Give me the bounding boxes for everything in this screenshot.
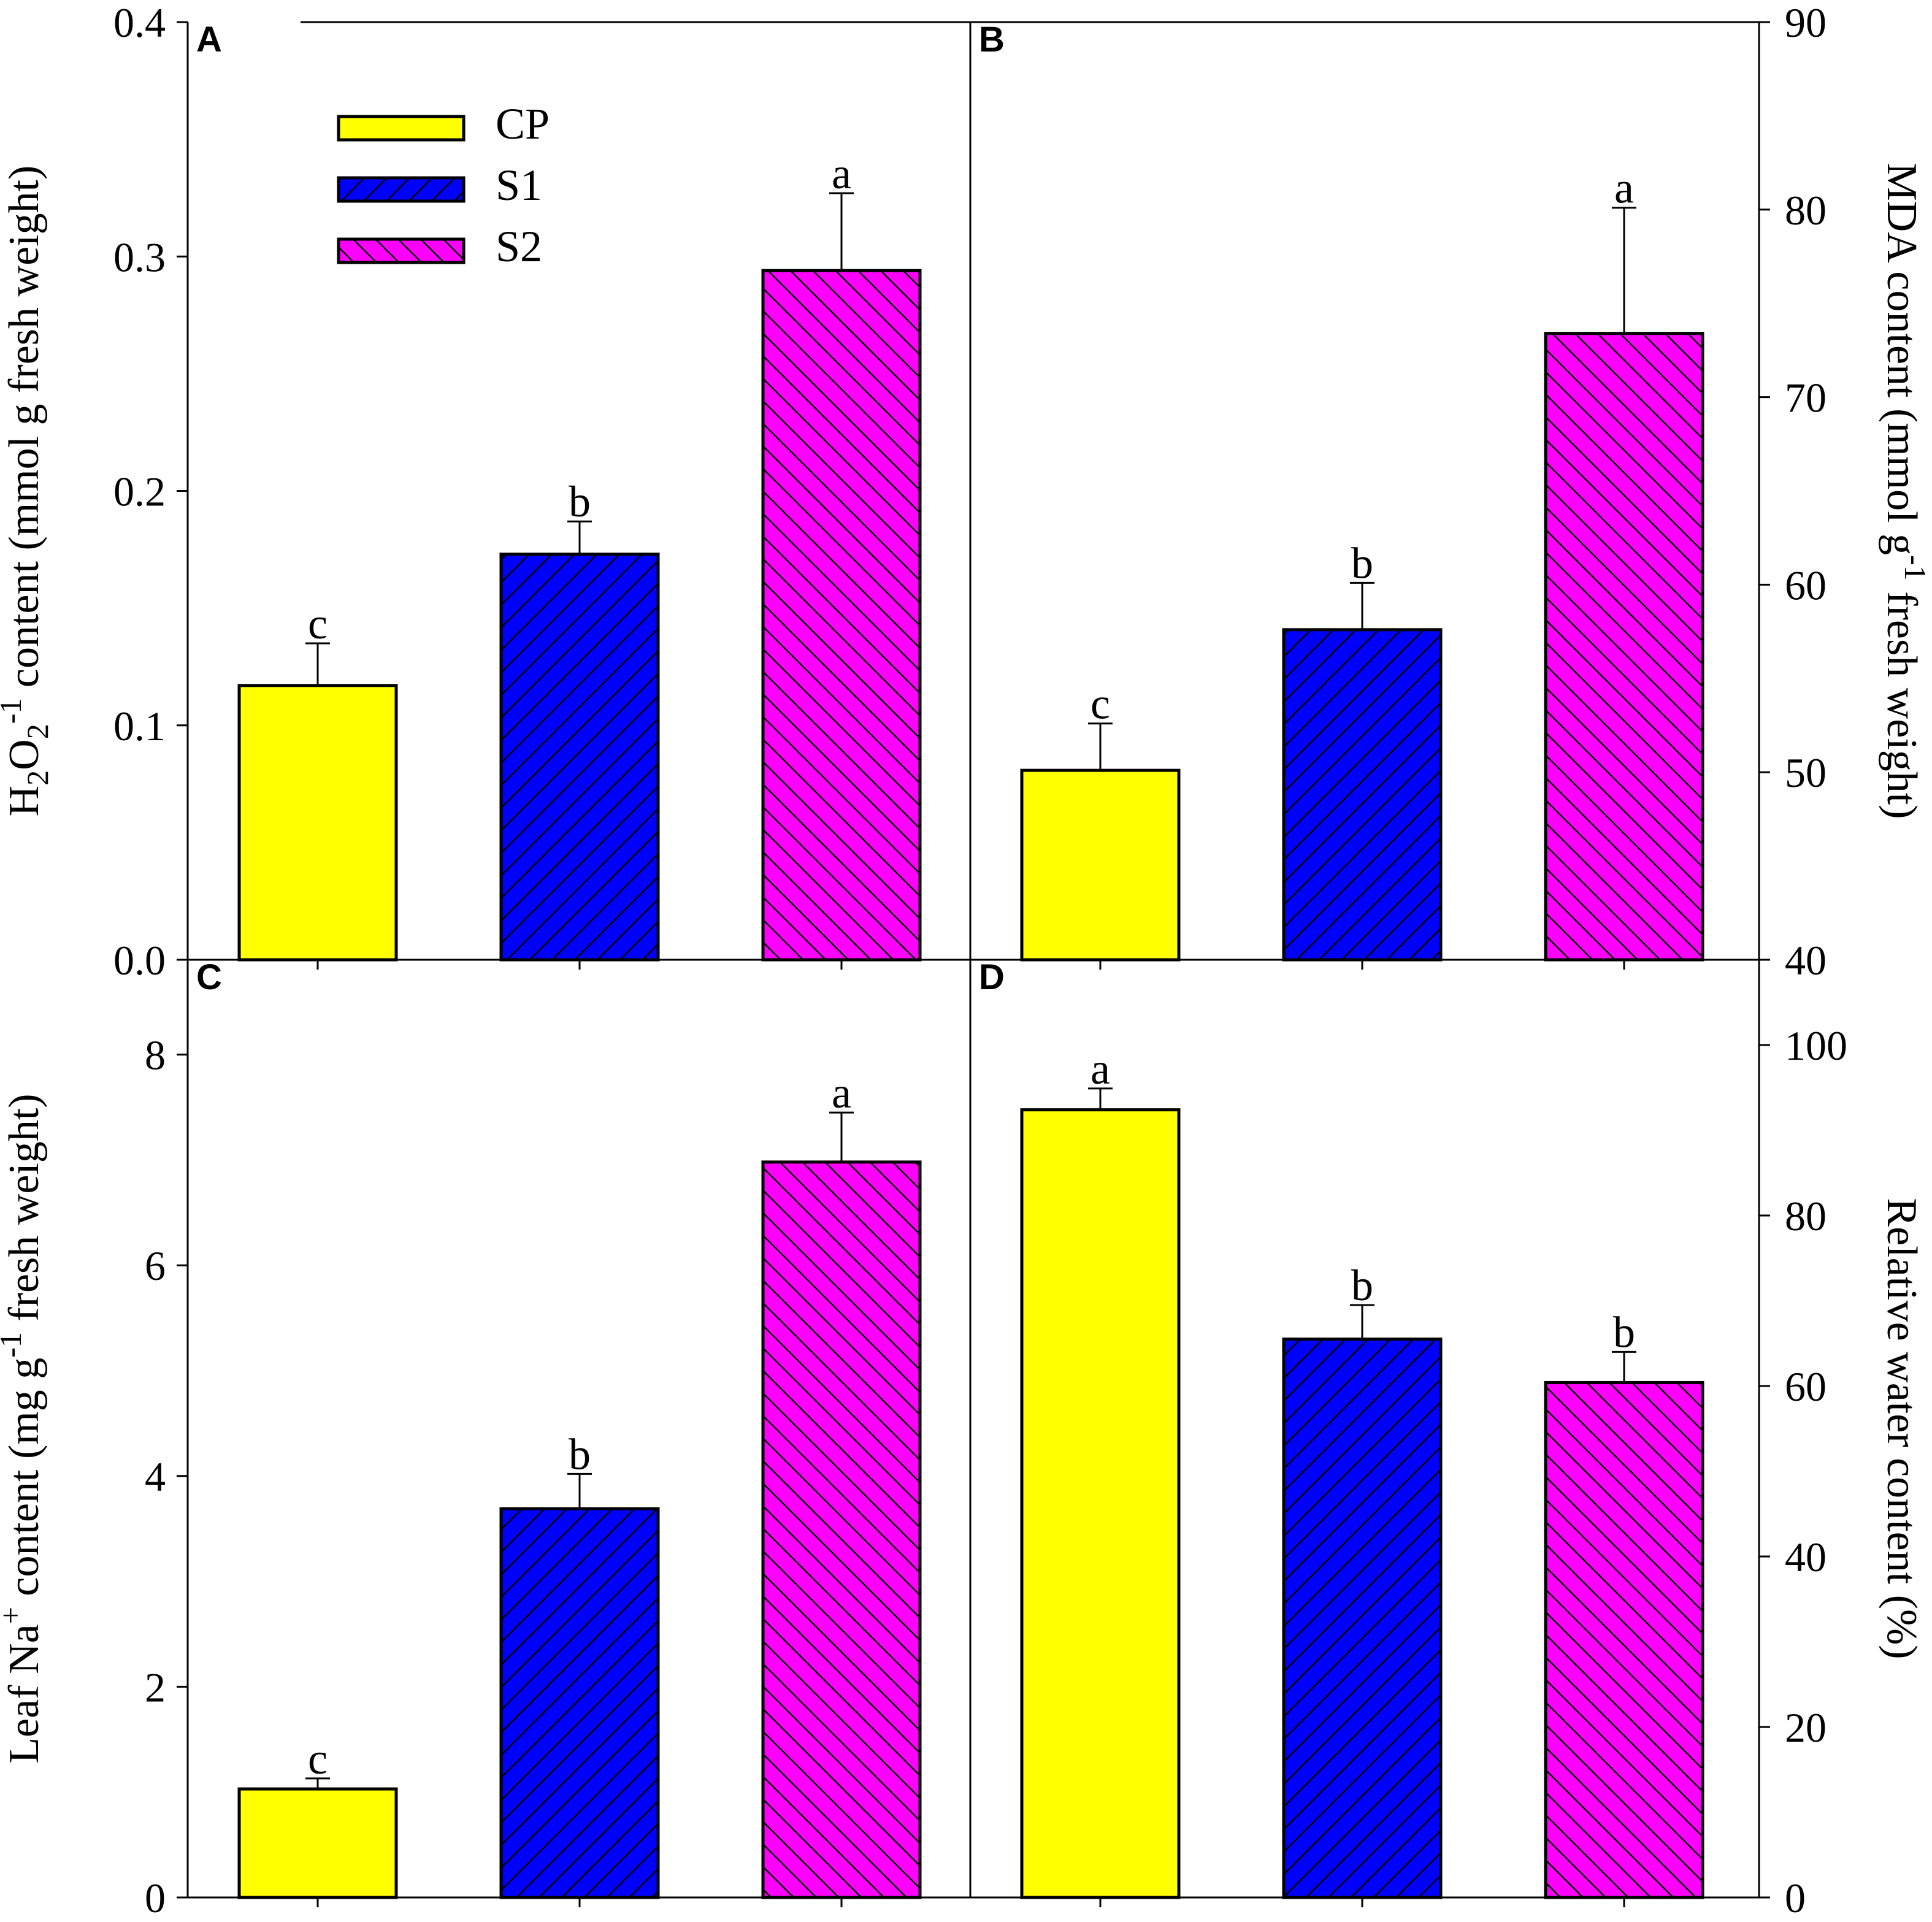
bar-s1 bbox=[499, 1507, 660, 1899]
panel-d: D 0 20 40 60 80 100 a b b Relative water content (… bbox=[979, 957, 1925, 1921]
y-axis-label: H2O2-1 content (mmol g fresh weight) bbox=[0, 166, 55, 817]
legend-label-s2: S2 bbox=[496, 222, 542, 271]
bar-cp bbox=[237, 1787, 398, 1899]
significance-letter: a bbox=[832, 149, 851, 198]
label-superscript: + bbox=[0, 1607, 28, 1624]
y-axis-label: Leaf Na+ content (mg g-1 fresh weight) bbox=[0, 1093, 48, 1763]
bar-cp bbox=[1020, 768, 1181, 962]
y-tick-label: 100 bbox=[1785, 1022, 1847, 1069]
bar-s2 bbox=[761, 1160, 922, 1899]
y-tick-label: 2 bbox=[145, 1664, 166, 1710]
panel-c: C 0 2 4 6 8 c b a Leaf Na+ content (mg g-1 fresh … bbox=[0, 957, 922, 1921]
significance-letter: b bbox=[1351, 538, 1373, 588]
y-tick-label: 0.0 bbox=[113, 937, 166, 984]
y-tick-label: 0 bbox=[1785, 1875, 1806, 1921]
y-tick-label: 0.3 bbox=[113, 234, 166, 280]
legend-swatch-s1 bbox=[337, 176, 466, 203]
y-tick-label: 8 bbox=[145, 1032, 166, 1079]
y-axis-label: Relative water content (%) bbox=[1878, 1198, 1925, 1659]
y-tick-label: 40 bbox=[1785, 937, 1827, 984]
label-superscript: -1 bbox=[0, 1332, 28, 1358]
significance-letter: b bbox=[1351, 1261, 1373, 1310]
y-tick-label: 60 bbox=[1785, 562, 1827, 608]
bar-s2 bbox=[1544, 332, 1704, 962]
y-tick-label: 20 bbox=[1785, 1704, 1827, 1751]
y-tick-label: 0.2 bbox=[113, 469, 166, 515]
label-text: O bbox=[1, 739, 48, 770]
bar-s2 bbox=[761, 269, 922, 962]
bar-s2 bbox=[1544, 1380, 1704, 1899]
panel-label: A bbox=[196, 20, 222, 59]
legend-swatch-cp bbox=[337, 115, 466, 142]
label-text: Relative water content (%) bbox=[1878, 1198, 1925, 1659]
y-tick-label: 0.4 bbox=[113, 0, 166, 46]
legend-swatch-s2 bbox=[337, 237, 466, 264]
y-tick-label: 0 bbox=[145, 1875, 166, 1921]
y-tick-label: 50 bbox=[1785, 749, 1827, 796]
label-text: MDA content (mmol g bbox=[1878, 163, 1925, 555]
label-text: Leaf Na bbox=[1, 1624, 48, 1763]
significance-letter: b bbox=[569, 1430, 591, 1479]
y-tick-label: 4 bbox=[145, 1453, 166, 1500]
y-tick-label: 80 bbox=[1785, 187, 1827, 234]
legend-label-cp: CP bbox=[496, 99, 550, 148]
y-axis-label: MDA content (mmol g-1 fresh weight) bbox=[1878, 163, 1932, 819]
significance-letter: b bbox=[569, 477, 591, 526]
label-text: H bbox=[1, 786, 48, 817]
significance-letter: c bbox=[1091, 680, 1110, 729]
label-text: fresh weight) bbox=[1, 1093, 48, 1332]
label-text: fresh weight) bbox=[1, 166, 48, 404]
legend: CP S1 S2 bbox=[337, 99, 550, 271]
y-tick-label: 6 bbox=[145, 1242, 166, 1289]
y-tick-label: 60 bbox=[1785, 1363, 1827, 1410]
panel-b: B 40 50 60 70 80 90 c b a MDA content (mmol g-1 fr… bbox=[979, 0, 1932, 984]
label-text: fresh weight) bbox=[1878, 581, 1925, 819]
significance-letter: a bbox=[832, 1068, 851, 1117]
label-text: content (mmol g bbox=[1, 404, 48, 698]
y-tick-label: 90 bbox=[1785, 0, 1827, 46]
significance-letter: a bbox=[1614, 164, 1634, 213]
y-tick-label: 40 bbox=[1785, 1534, 1827, 1580]
legend-label-s1: S1 bbox=[496, 161, 542, 210]
label-text: content (mg g bbox=[1, 1358, 48, 1607]
panel-label: C bbox=[196, 957, 222, 997]
bar-s1 bbox=[499, 553, 660, 962]
significance-letter: c bbox=[308, 1734, 328, 1783]
bar-cp bbox=[1020, 1108, 1181, 1899]
bar-s1 bbox=[1282, 628, 1443, 962]
significance-letter: c bbox=[308, 599, 328, 648]
panel-label: B bbox=[979, 20, 1005, 59]
y-tick-label: 70 bbox=[1785, 375, 1827, 421]
label-subscript: 2 bbox=[20, 770, 55, 786]
label-subscript: 2 bbox=[20, 724, 55, 739]
y-tick-label: 80 bbox=[1785, 1193, 1827, 1239]
bar-cp bbox=[237, 684, 398, 962]
bar-s1 bbox=[1282, 1338, 1443, 1899]
label-superscript: -1 bbox=[0, 699, 28, 724]
significance-letter: a bbox=[1091, 1044, 1110, 1093]
panel-label: D bbox=[979, 957, 1005, 997]
label-superscript: -1 bbox=[1898, 555, 1932, 581]
y-tick-label: 0.1 bbox=[113, 703, 166, 749]
significance-letter: b bbox=[1613, 1307, 1635, 1357]
